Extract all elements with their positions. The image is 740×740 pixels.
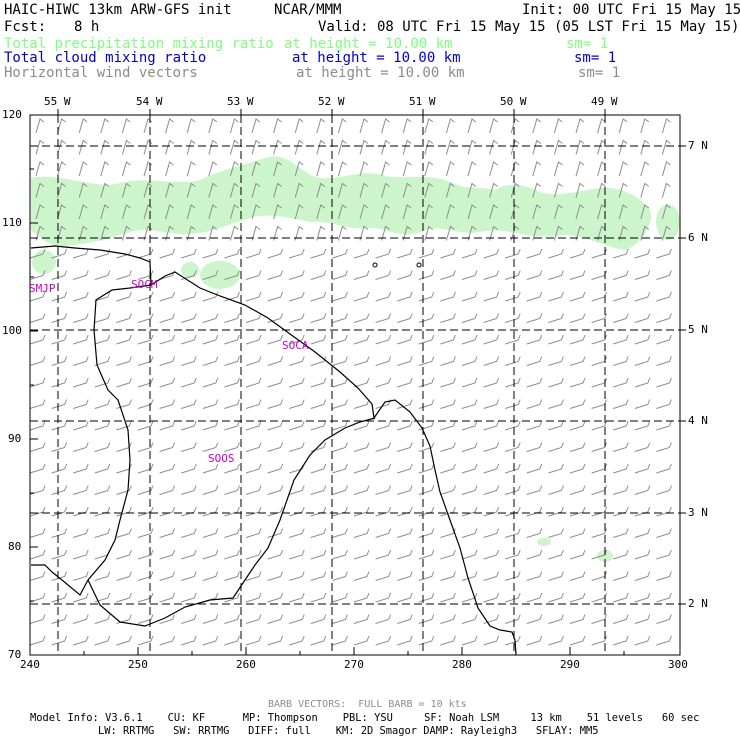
- valid-time: Valid: 08 UTC Fri 15 May 15 (05 LST Fri …: [318, 19, 740, 35]
- left-tick-label: 80: [8, 540, 22, 553]
- coastlines-borders: [30, 245, 517, 656]
- left-tick-label: 110: [2, 216, 22, 229]
- field-cloud-level: at height = 10.00 km: [292, 50, 461, 66]
- bottom-tick-label: 270: [344, 658, 364, 671]
- field-cloud-smooth: sm= 1: [574, 50, 617, 66]
- precip-blob: [32, 250, 56, 274]
- station-marker: [416, 262, 422, 268]
- left-tick-label: 70: [8, 648, 22, 661]
- bottom-tick-label: 240: [20, 658, 40, 671]
- right-lat-label: 5 N: [688, 323, 708, 336]
- top-lon-label: 51 W: [409, 95, 436, 108]
- barb-note: BARB VECTORS: FULL BARB = 10 kts: [268, 699, 467, 710]
- field-precip-name: Total precipitation mixing ratio: [4, 36, 274, 52]
- init-time: Init: 00 UTC Fri 15 May 15: [522, 2, 740, 18]
- left-tick-label: 90: [8, 432, 22, 445]
- field-precip-smooth: sm= 1: [566, 36, 609, 52]
- place-label-socm: SOCM: [131, 278, 158, 291]
- bottom-tick-label: 290: [560, 658, 580, 671]
- precip-blob: [537, 538, 551, 546]
- field-wind-level: at height = 10.00 km: [296, 65, 465, 81]
- model-info-line-2: LW: RRTMG SW: RRTMG DIFF: full KM: 2D Sm…: [98, 725, 599, 737]
- field-wind-smooth: sm= 1: [578, 65, 621, 81]
- top-lon-label: 54 W: [136, 95, 163, 108]
- precip-blob: [656, 204, 680, 240]
- precip-blob: [200, 261, 240, 289]
- field-cloud-name: Total cloud mixing ratio: [4, 50, 207, 66]
- border-soos-south: [87, 417, 376, 627]
- bottom-tick-label: 280: [452, 658, 472, 671]
- top-lon-label: 55 W: [44, 95, 71, 108]
- model-info-line-1: Model Info: V3.6.1 CU: KF MP: Thompson P…: [30, 712, 700, 724]
- bottom-tick-label: 250: [128, 658, 148, 671]
- forecast-label: Fcst:: [4, 19, 47, 35]
- left-tick-label: 120: [2, 108, 22, 121]
- top-lon-label: 52 W: [318, 95, 345, 108]
- station-marker: [372, 262, 378, 268]
- precip-blob: [597, 550, 613, 562]
- left-tick-label: 100: [2, 324, 22, 337]
- forecast-hour: 8 h: [74, 19, 100, 35]
- field-precip-level: at height = 10.00 km: [284, 36, 453, 52]
- place-label-soos: SOOS: [208, 452, 235, 465]
- precip-band: [31, 156, 651, 250]
- bottom-tick-label: 300: [668, 658, 688, 671]
- place-label-soca: SOCA: [282, 339, 309, 352]
- right-lat-label: 2 N: [688, 597, 708, 610]
- right-lat-label: 3 N: [688, 506, 708, 519]
- bottom-tick-label: 260: [236, 658, 256, 671]
- right-lat-label: 6 N: [688, 231, 708, 244]
- precipitation-areas: [31, 156, 680, 562]
- top-lon-label: 49 W: [591, 95, 618, 108]
- coastline: [30, 245, 517, 656]
- field-wind-name: Horizontal wind vectors: [4, 65, 198, 81]
- right-lat-label: 7 N: [688, 139, 708, 152]
- center-name: NCAR/MMM: [274, 2, 342, 18]
- lat-lon-grid: [30, 115, 680, 655]
- axis-ticks: [30, 109, 686, 655]
- top-lon-label: 50 W: [500, 95, 527, 108]
- place-label-smjp: SMJP: [29, 282, 56, 295]
- border-smjp-soca: [31, 284, 152, 596]
- top-lon-label: 53 W: [227, 95, 254, 108]
- precip-blob: [181, 262, 199, 278]
- run-title: HAIC-HIWC 13km ARW-GFS init: [4, 2, 232, 18]
- right-lat-label: 4 N: [688, 414, 708, 427]
